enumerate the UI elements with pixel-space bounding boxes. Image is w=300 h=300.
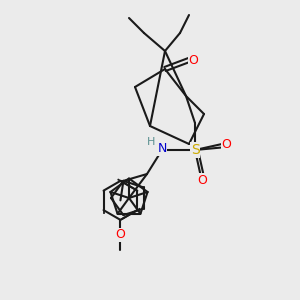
Text: O: O bbox=[189, 53, 198, 67]
Text: O: O bbox=[222, 137, 231, 151]
Text: O: O bbox=[116, 228, 125, 242]
Text: S: S bbox=[190, 143, 200, 157]
Text: H: H bbox=[147, 136, 156, 147]
Text: N: N bbox=[157, 142, 167, 155]
Text: O: O bbox=[198, 173, 207, 187]
